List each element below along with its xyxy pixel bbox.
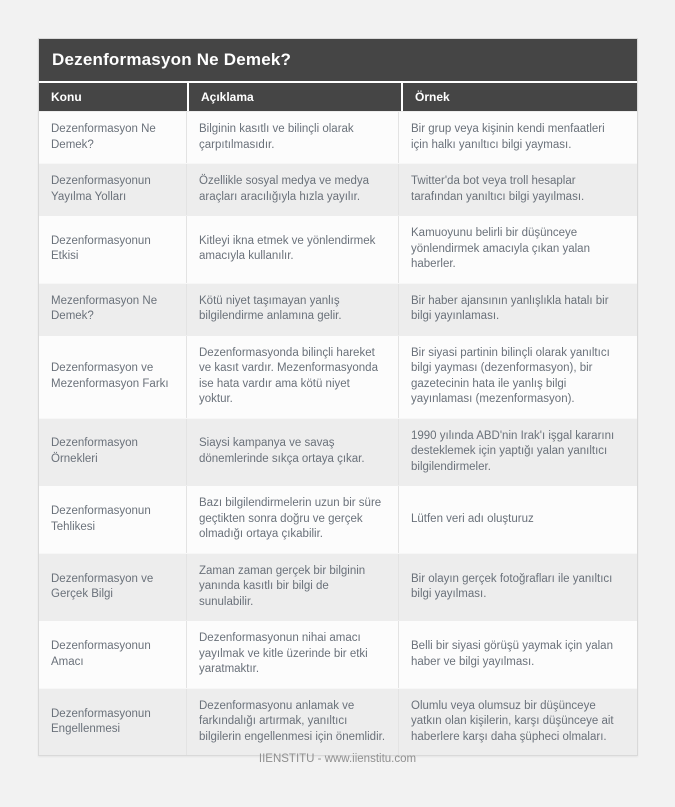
table-row: Dezenformasyonun Amacı Dezenformasyonun …	[39, 620, 637, 688]
column-header-ornek: Örnek	[403, 83, 637, 111]
cell-text: Olumlu veya olumsuz bir düşünceye yatkın…	[411, 699, 614, 743]
cell-ornek: Olumlu veya olumsuz bir düşünceye yatkın…	[399, 689, 637, 756]
cell-text: Bir haber ajansının yanlışlıkla hatalı b…	[411, 294, 609, 323]
cell-aciklama: Dezenformasyonun nihai amacı yayılmak ve…	[187, 621, 399, 688]
cell-konu: Dezenformasyonun Engellenmesi	[39, 688, 187, 756]
cell-aciklama: Bilginin kasıtlı ve bilinçli olarak çarp…	[187, 112, 399, 164]
cell-text: Kitleyi ikna etmek ve yönlendirmek amacı…	[199, 234, 376, 263]
table-row: Dezenformasyonun Engellenmesi Dezenforma…	[39, 687, 637, 756]
cell-ornek: Kamuoyunu belirli bir düşünceye yönlendi…	[399, 216, 637, 283]
cell-konu: Dezenformasyon ve Mezenformasyon Farkı	[39, 335, 187, 418]
table-row: Dezenformasyon Ne Demek? Bilginin kasıtl…	[39, 111, 637, 164]
cell-text: 1990 yılında ABD'nin Irak'ı işgal kararı…	[411, 429, 615, 473]
cell-konu: Dezenformasyonun Tehlikesi	[39, 486, 187, 553]
cell-text: Lütfen veri adı oluşturuz	[411, 512, 534, 525]
cell-text: Siaysi kampanya ve savaş dönemlerinde sı…	[199, 437, 365, 465]
cell-text: Bazı bilgilendirmelerin uzun bir süre ge…	[199, 497, 382, 541]
column-header-aciklama: Açıklama	[189, 83, 401, 111]
cell-text: Kamuoyunu belirli bir düşünceye yönlendi…	[411, 227, 590, 271]
cell-text: Belli bir siyasi görüşü yaymak için yala…	[411, 640, 613, 668]
cell-text: Bilginin kasıtlı ve bilinçli olarak çarp…	[199, 123, 354, 151]
cell-text: Mezenformasyon Ne Demek?	[51, 294, 158, 323]
cell-text: Dezenformasyonun Engellenmesi	[51, 707, 151, 736]
table-row: Dezenformasyon ve Gerçek Bilgi Zaman zam…	[39, 552, 637, 621]
cell-konu: Dezenformasyonun Yayılma Yolları	[39, 164, 187, 216]
table-row: Dezenformasyonun Yayılma Yolları Özellik…	[39, 163, 637, 216]
cell-text: Zaman zaman gerçek bir bilginin yanında …	[199, 564, 366, 608]
cell-ornek: Bir grup veya kişinin kendi menfaatleri …	[399, 112, 637, 163]
cell-aciklama: Dezenformasyonu anlamak ve farkındalığı …	[187, 688, 399, 756]
table-header-row: Konu Açıklama Örnek	[39, 83, 637, 111]
cell-konu: Dezenformasyon Örnekleri	[39, 418, 187, 486]
cell-text: Dezenformasyon Ne Demek?	[51, 123, 156, 151]
cell-aciklama: Özellikle sosyal medya ve medya araçları…	[187, 164, 399, 216]
cell-text: Dezenformasyonun Yayılma Yolları	[51, 175, 151, 203]
cell-konu: Mezenformasyon Ne Demek?	[39, 283, 187, 335]
cell-aciklama: Bazı bilgilendirmelerin uzun bir süre ge…	[187, 486, 399, 553]
cell-text: Dezenformasyon ve Gerçek Bilgi	[51, 572, 154, 601]
cell-text: Bir siyasi partinin bilinçli olarak yanı…	[411, 346, 610, 406]
cell-ornek: Bir siyasi partinin bilinçli olarak yanı…	[399, 336, 637, 418]
cell-text: Özellikle sosyal medya ve medya araçları…	[199, 175, 370, 203]
table-row: Dezenformasyonun Etkisi Kitleyi ikna etm…	[39, 215, 637, 283]
cell-text: Dezenformasyonun Tehlikesi	[51, 505, 151, 533]
cell-ornek: Lütfen veri adı oluşturuz	[399, 486, 637, 553]
column-header-konu: Konu	[39, 83, 187, 111]
cell-ornek: Twitter'da bot veya troll hesaplar taraf…	[399, 164, 637, 215]
cell-ornek: Bir olayın gerçek fotoğrafları ile yanıl…	[399, 554, 637, 621]
cell-konu: Dezenformasyonun Amacı	[39, 621, 187, 688]
cell-ornek: Bir haber ajansının yanlışlıkla hatalı b…	[399, 284, 637, 335]
table-row: Dezenformasyon Örnekleri Siaysi kampanya…	[39, 417, 637, 486]
cell-konu: Dezenformasyon Ne Demek?	[39, 112, 187, 164]
cell-text: Kötü niyet taşımayan yanlış bilgilendirm…	[199, 294, 342, 323]
cell-konu: Dezenformasyon ve Gerçek Bilgi	[39, 553, 187, 621]
cell-text: Bir grup veya kişinin kendi menfaatleri …	[411, 123, 605, 151]
table-row: Dezenformasyon ve Mezenformasyon Farkı D…	[39, 334, 637, 418]
cell-text: Dezenformasyonun Etkisi	[51, 234, 151, 263]
cell-text: Dezenformasyonda bilinçli hareket ve kas…	[199, 346, 378, 406]
cell-ornek: Belli bir siyasi görüşü yaymak için yala…	[399, 621, 637, 688]
cell-text: Dezenformasyonu anlamak ve farkındalığı …	[199, 699, 386, 743]
cell-text: Dezenformasyon ve Mezenformasyon Farkı	[51, 362, 169, 390]
cell-text: Bir olayın gerçek fotoğrafları ile yanıl…	[411, 572, 613, 601]
cell-ornek: 1990 yılında ABD'nin Irak'ı işgal kararı…	[399, 419, 637, 486]
footer-credit: IIENSTITU - www.iienstitu.com	[258, 753, 417, 765]
table-row: Mezenformasyon Ne Demek? Kötü niyet taşı…	[39, 282, 637, 335]
table-title: Dezenformasyon Ne Demek?	[39, 39, 637, 81]
cell-aciklama: Siaysi kampanya ve savaş dönemlerinde sı…	[187, 418, 399, 486]
cell-aciklama: Kötü niyet taşımayan yanlış bilgilendirm…	[187, 283, 399, 335]
cell-aciklama: Zaman zaman gerçek bir bilginin yanında …	[187, 553, 399, 621]
table-row: Dezenformasyonun Tehlikesi Bazı bilgilen…	[39, 485, 637, 553]
cell-aciklama: Kitleyi ikna etmek ve yönlendirmek amacı…	[187, 216, 399, 283]
cell-text: Dezenformasyonun Amacı	[51, 640, 151, 668]
cell-konu: Dezenformasyonun Etkisi	[39, 216, 187, 283]
cell-aciklama: Dezenformasyonda bilinçli hareket ve kas…	[187, 335, 399, 418]
cell-text: Dezenformasyonun nihai amacı yayılmak ve…	[199, 632, 368, 676]
cell-text: Dezenformasyon Örnekleri	[51, 437, 138, 465]
cell-text: Twitter'da bot veya troll hesaplar taraf…	[411, 175, 585, 203]
info-table-card: Dezenformasyon Ne Demek? Konu Açıklama Ö…	[38, 38, 638, 757]
